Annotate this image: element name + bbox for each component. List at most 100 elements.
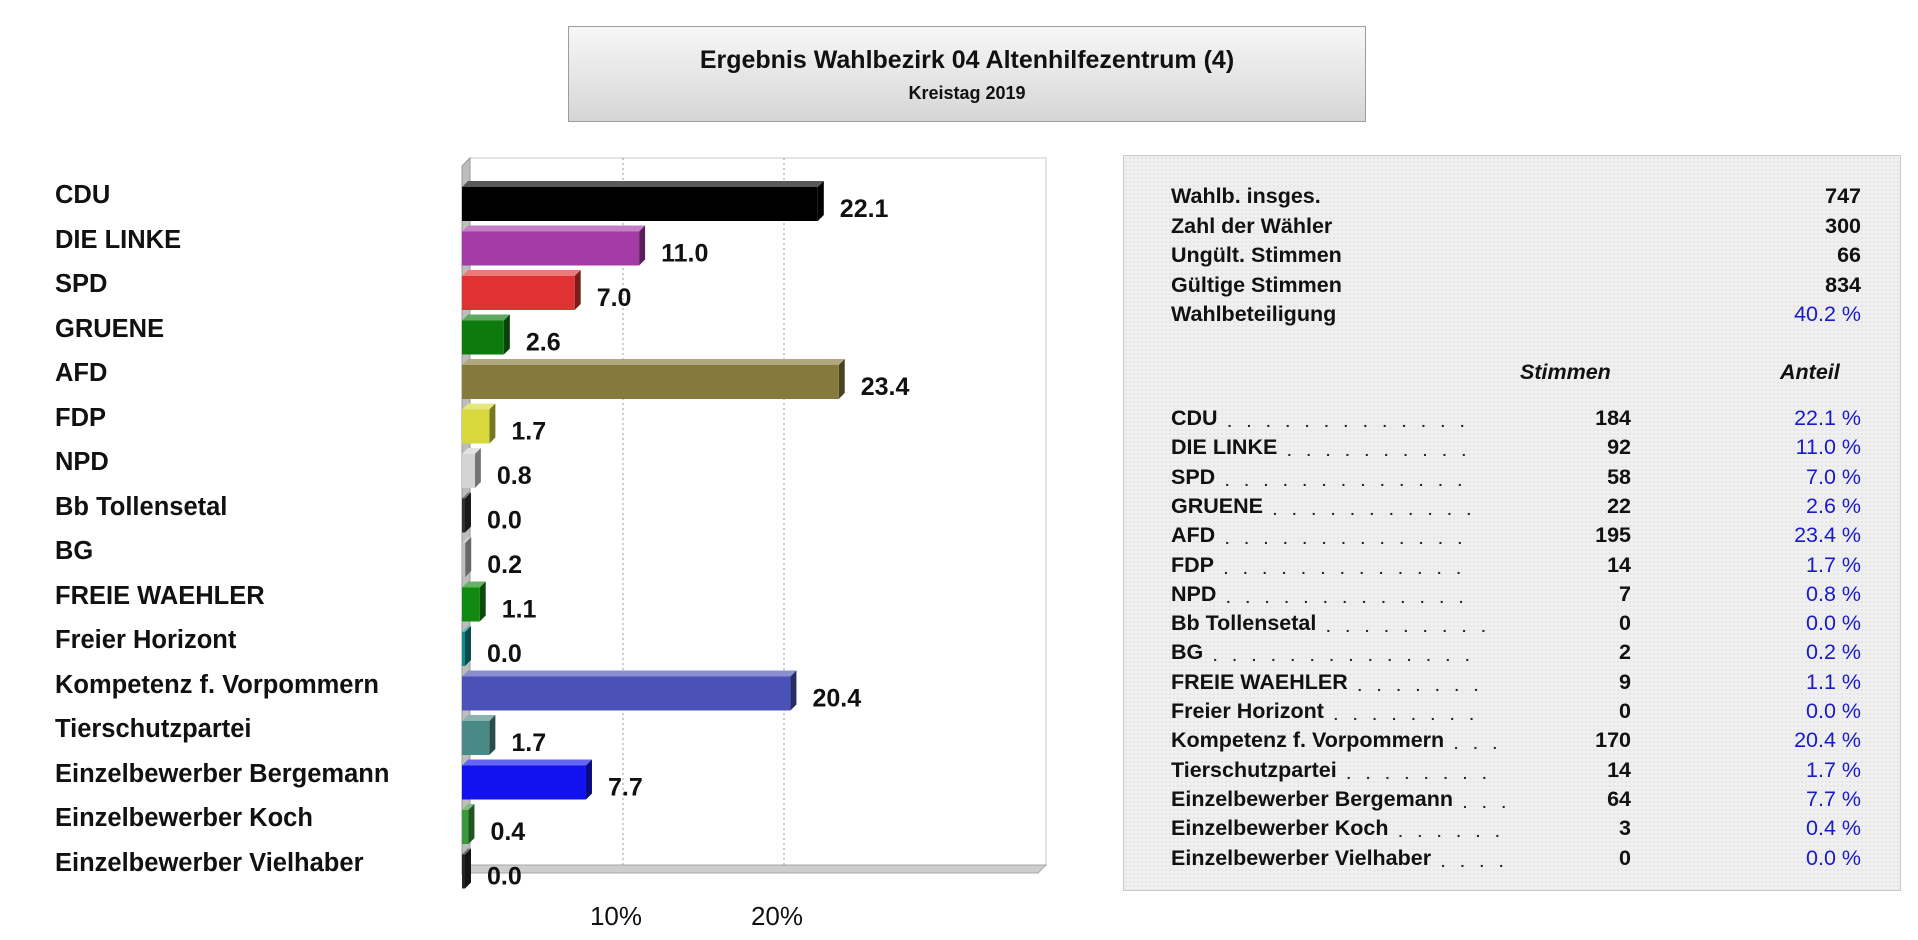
chart-title-box: Ergebnis Wahlbezirk 04 Altenhilfezentrum…	[568, 26, 1366, 122]
summary-label: GRUENE	[1171, 493, 1263, 518]
summary-row: Tierschutzpartei 14 1.7 %........	[1171, 756, 1861, 784]
bar-side	[574, 270, 581, 310]
party-label: Tierschutzpartei	[55, 715, 252, 743]
dot-leader: .............	[1225, 472, 1478, 489]
summary-row: Kompetenz f. Vorpommern 170 20.4 %...	[1171, 726, 1861, 754]
party-votes: 9	[1619, 669, 1631, 694]
bar-top	[462, 403, 496, 410]
summary-row: Gültige Stimmen 834	[1171, 271, 1861, 299]
bar-top	[462, 181, 824, 187]
bar	[462, 365, 839, 399]
summary-row: CDU 184 22.1 %.............	[1171, 404, 1861, 432]
bar	[462, 543, 466, 577]
summary-value: 22.1 %	[1794, 406, 1861, 430]
summary-value: 23.4 %	[1794, 523, 1861, 548]
bar-value-label: 0.0	[487, 507, 522, 535]
summary-value: 0.0 %	[1806, 845, 1861, 870]
bar	[462, 765, 586, 800]
summary-value: 66	[1837, 243, 1861, 267]
party-votes: 22	[1607, 493, 1631, 518]
summary-row: Freier Horizont 0 0.0 %........	[1171, 697, 1861, 725]
dot-leader: .........	[1326, 619, 1501, 636]
bar-value-label: 7.7	[608, 774, 643, 802]
party-label: GRUENE	[55, 314, 165, 343]
bar-top	[462, 492, 471, 499]
summary-row: FDP 14 1.7 %.............	[1171, 551, 1861, 579]
party-votes: 3	[1619, 816, 1631, 841]
summary-value: 11.0 %	[1795, 435, 1861, 460]
summary-label: Kompetenz f. Vorpommern	[1171, 728, 1445, 753]
summary-row: Einzelbewerber Vielhaber 0 0.0 %....	[1171, 844, 1861, 872]
bar-side	[479, 581, 486, 622]
summary-label: FREIE WAEHLER	[1171, 669, 1348, 694]
bar-top	[462, 804, 475, 810]
column-header-anteil: Anteil	[1780, 360, 1840, 384]
bar-value-label: 1.7	[511, 729, 546, 757]
bar-top	[462, 225, 646, 232]
bar-side	[503, 314, 510, 355]
summary-value: 0.8 %	[1806, 581, 1861, 606]
bar-value-label: 20.4	[812, 685, 861, 713]
summary-value: 0.0 %	[1806, 611, 1861, 636]
party-label-list: CDU DIE LINKE SPD GRUENE AFD FDP NPD Bb Tollens…	[55, 177, 455, 889]
bar-value-label: 1.7	[511, 418, 546, 446]
summary-value: 1.7 %	[1806, 552, 1861, 577]
summary-value: 0.2 %	[1806, 640, 1861, 665]
bar-side	[465, 848, 471, 889]
bar-value-label: 0.2	[487, 551, 522, 579]
bar-value-label: 0.0	[487, 640, 522, 668]
bar-side	[465, 537, 472, 577]
summary-row: Bb Tollensetal 0 0.0 %.........	[1171, 609, 1861, 637]
dot-leader: .............	[1227, 414, 1480, 430]
summary-row: NPD 7 0.8 %.............	[1171, 580, 1861, 608]
summary-row: SPD 58 7.0 %.............	[1171, 463, 1861, 491]
bar	[462, 409, 490, 444]
summary-label: DIE LINKE	[1171, 435, 1278, 460]
summary-label: Wahlbeteiligung	[1171, 302, 1337, 326]
party-votes: 0	[1619, 699, 1631, 723]
bar-side	[465, 492, 471, 533]
summary-label: AFD	[1171, 523, 1216, 548]
bar-side	[474, 448, 481, 488]
bar-top	[462, 670, 797, 677]
dot-leader: .............	[1224, 560, 1477, 577]
bar-side	[639, 225, 646, 266]
party-votes: 64	[1607, 786, 1631, 811]
bar	[462, 454, 475, 488]
bar	[462, 320, 504, 355]
party-label: SPD	[55, 270, 108, 298]
summary-label: Tierschutzpartei	[1171, 757, 1337, 782]
summary-label: Gültige Stimmen	[1171, 272, 1342, 297]
dot-leader: ....	[1441, 853, 1519, 870]
bar-value-label: 1.1	[502, 596, 537, 624]
dot-leader: ..........	[1287, 443, 1482, 460]
bar-value-label: 23.4	[861, 373, 910, 401]
party-label: FDP	[55, 403, 106, 432]
summary-label: Einzelbewerber Vielhaber	[1171, 845, 1432, 870]
chart-title: Ergebnis Wahlbezirk 04 Altenhilfezentrum…	[699, 46, 1235, 74]
summary-label: Wahlb. insges.	[1171, 184, 1321, 208]
x-tick-label: 20%	[751, 901, 803, 931]
party-label: AFD	[55, 359, 108, 387]
bar-value-label: 0.0	[487, 863, 522, 891]
party-votes: 2	[1619, 640, 1631, 665]
bar-side	[585, 759, 592, 800]
party-votes: 7	[1619, 581, 1631, 606]
summary-value: 7.7 %	[1806, 786, 1861, 811]
bar	[462, 721, 490, 755]
party-label: Einzelbewerber Vielhaber	[55, 848, 364, 877]
summary-label: BG	[1171, 640, 1204, 665]
bar	[462, 498, 465, 533]
summary-value: 834	[1825, 272, 1861, 297]
summary-value: 0.0 %	[1806, 699, 1861, 723]
bar	[462, 632, 465, 666]
summary-row: Zahl der Wähler 300	[1171, 212, 1861, 240]
party-votes: 170	[1595, 728, 1631, 753]
x-tick-label: 10%	[590, 901, 642, 931]
summary-row: BG 2 0.2 %..............	[1171, 638, 1861, 666]
bar-top	[462, 715, 496, 721]
bar-side	[790, 670, 797, 711]
summary-value: 300	[1825, 213, 1861, 238]
chart-subtitle: Kreistag 2019	[908, 83, 1026, 103]
